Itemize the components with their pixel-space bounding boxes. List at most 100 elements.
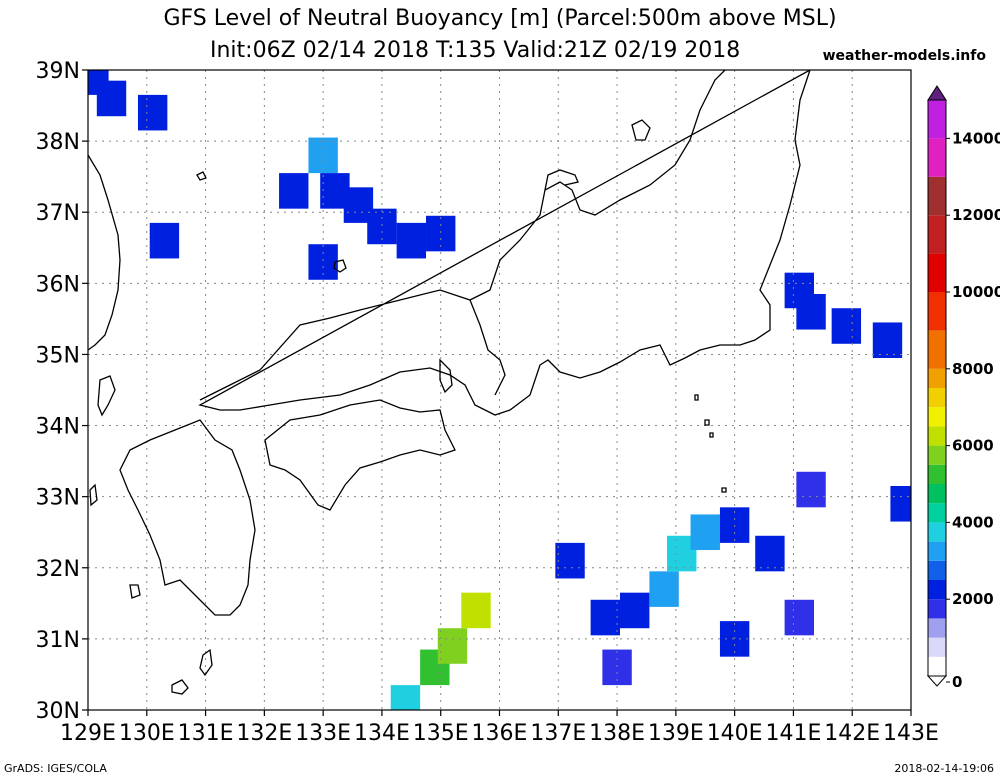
- lon-label: 134E: [354, 721, 410, 746]
- lnb-cell-13: [796, 294, 826, 330]
- colorbar-label: 6000: [952, 437, 994, 455]
- lnb-cell-16: [390, 685, 421, 710]
- colorbar-segment: [928, 656, 946, 676]
- lnb-cell-11: [149, 222, 180, 259]
- credit-label: weather-models.info: [822, 48, 986, 64]
- coastline-chokai: [196, 171, 207, 181]
- lon-label: 141E: [765, 721, 821, 746]
- coastline-shikoku: [264, 399, 456, 511]
- colorbar-segment: [928, 215, 946, 254]
- lat-label: 30N: [36, 699, 80, 724]
- lnb-field-layer: [88, 70, 911, 710]
- lnb-cell-21: [590, 599, 621, 636]
- colorbar-bottom-arrow: [926, 675, 948, 687]
- chart-subtitle: Init:06Z 02/14 2018 T:135 Valid:21Z 02/1…: [210, 38, 741, 63]
- chart-title: GFS Level of Neutral Buoyancy [m] (Parce…: [163, 6, 837, 31]
- lat-label: 34N: [36, 415, 80, 440]
- lnb-cell-4: [279, 173, 309, 209]
- lon-label: 139E: [648, 721, 704, 746]
- lnb-cell-18: [437, 628, 468, 664]
- lon-label: 129E: [60, 721, 116, 746]
- coastline-oki: [333, 259, 347, 273]
- colorbar-segment: [928, 541, 946, 561]
- colorbar-segment: [928, 388, 946, 408]
- coastline-tanegashima: [199, 648, 213, 677]
- colorbar-label: 2000: [952, 590, 994, 608]
- lnb-cell-27: [755, 535, 785, 572]
- colorbar-top-arrow: [927, 85, 947, 101]
- colorbar-segment: [928, 407, 946, 427]
- lnb-cell-32: [784, 599, 815, 636]
- lat-label: 38N: [36, 130, 80, 155]
- coastline-izu: [694, 394, 727, 493]
- coastline-honshu: [198, 70, 811, 416]
- lon-label: 137E: [530, 721, 586, 746]
- lon-label: 138E: [589, 721, 645, 746]
- coastline-yakushima: [171, 679, 189, 695]
- colorbar-segment: [928, 138, 946, 177]
- lon-label: 133E: [295, 721, 351, 746]
- colorbar-segment: [928, 503, 946, 523]
- lon-label: 135E: [413, 721, 469, 746]
- lon-label: 131E: [178, 721, 234, 746]
- lon-label: 130E: [119, 721, 175, 746]
- gridlines: [88, 70, 911, 710]
- lon-label: 143E: [883, 721, 939, 746]
- coastline-sado: [631, 119, 651, 141]
- lon-label: 132E: [236, 721, 292, 746]
- colorbar-segment: [928, 292, 946, 331]
- lnb-cell-1: [96, 80, 127, 117]
- colorbar-segment: [928, 253, 946, 292]
- lat-label: 37N: [36, 201, 80, 226]
- coastline-goto: [89, 483, 141, 599]
- lat-label: 39N: [36, 59, 80, 84]
- lnb-cell-22: [620, 592, 650, 629]
- lnb-cell-14: [831, 308, 862, 344]
- lnb-cell-8: [396, 222, 427, 259]
- coastline-noto: [544, 169, 579, 191]
- colorbar-segment: [928, 580, 946, 600]
- colorbar-label: 8000: [952, 360, 994, 378]
- coastline-kii: [469, 299, 506, 396]
- colorbar-segment: [928, 618, 946, 638]
- colorbar-segment: [928, 560, 946, 580]
- footer-grads-label: GrADS: IGES/COLA: [4, 762, 107, 775]
- colorbar-segment: [928, 176, 946, 216]
- coastline-korea: [88, 154, 121, 351]
- lon-label: 136E: [472, 721, 528, 746]
- lnb-cell-2: [137, 94, 168, 131]
- lat-label: 36N: [36, 272, 80, 297]
- coastline-tsushima: [97, 375, 116, 417]
- coastline: [88, 70, 811, 695]
- colorbar-segment: [928, 330, 946, 369]
- colorbar-label: 0: [952, 673, 962, 691]
- colorbar-label: 4000: [952, 513, 994, 531]
- lat-label: 32N: [36, 557, 80, 582]
- lnb-cell-20: [555, 542, 585, 579]
- colorbar-segment: [928, 368, 946, 388]
- lnb-cell-19: [461, 592, 491, 629]
- colorbar-label: 10000: [952, 283, 1000, 301]
- lon-axis-labels: 129E 130E 131E 132E 133E 134E 135E 136E 137E 138E…: [60, 710, 939, 746]
- colorbar-label: 12000: [952, 206, 1000, 224]
- colorbar-segment: [928, 464, 946, 484]
- colorbar-segment: [928, 100, 946, 139]
- colorbar-segment: [928, 445, 946, 465]
- lnb-cell-31: [890, 486, 911, 522]
- lon-label: 142E: [824, 721, 880, 746]
- lon-label: 140E: [707, 721, 763, 746]
- colorbar-label: 14000: [952, 129, 1000, 147]
- lat-axis-labels: 30N 31N 32N 33N 34N 35N 36N 37N 38N 39N: [36, 59, 88, 724]
- lnb-cell-23: [649, 571, 679, 607]
- footer-timestamp: 2018-02-14-19:06: [894, 762, 994, 775]
- colorbar-frame: [927, 99, 947, 677]
- colorbar-segment: [928, 484, 946, 504]
- colorbar-segment: [928, 522, 946, 542]
- lat-label: 33N: [36, 486, 80, 511]
- coastline-awaji: [439, 358, 453, 394]
- coastline-kyushu: [119, 419, 256, 616]
- colorbar-segment: [928, 637, 946, 657]
- lat-label: 35N: [36, 343, 80, 368]
- colorbar: 0 2000 4000 6000 8000 10000 12000 14000: [926, 85, 1000, 691]
